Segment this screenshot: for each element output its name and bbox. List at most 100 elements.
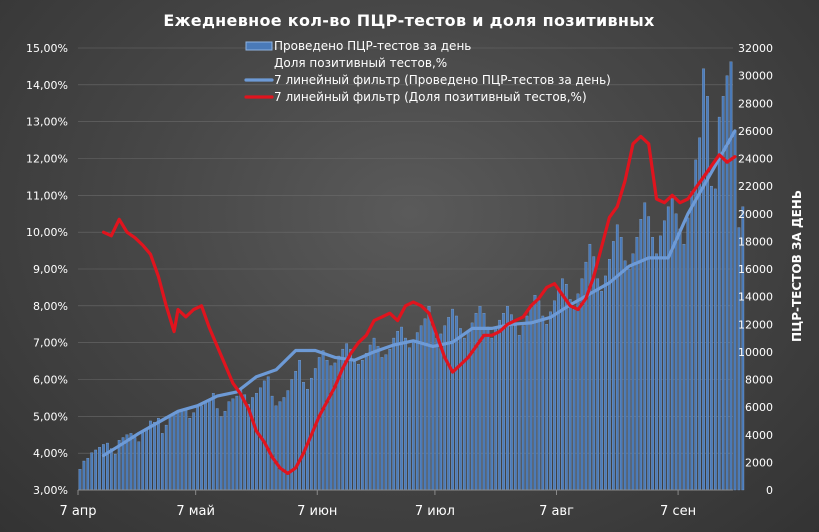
bar bbox=[506, 306, 509, 491]
bar bbox=[176, 411, 180, 491]
bar bbox=[482, 313, 486, 491]
bar bbox=[474, 313, 478, 491]
bar bbox=[192, 412, 196, 491]
bar bbox=[572, 308, 576, 491]
bar bbox=[666, 206, 670, 491]
y-right-tick-label: 4000 bbox=[745, 429, 773, 442]
x-tick-label: 7 июл bbox=[415, 504, 455, 519]
bar bbox=[627, 268, 631, 491]
bar bbox=[94, 449, 98, 491]
bar bbox=[451, 308, 454, 491]
y-right-tick-label: 22000 bbox=[738, 180, 773, 193]
bar bbox=[133, 437, 137, 491]
bar bbox=[86, 458, 90, 491]
bar bbox=[408, 347, 411, 491]
bar bbox=[455, 315, 458, 491]
bar bbox=[372, 337, 376, 491]
bar bbox=[364, 353, 368, 491]
chart-title: Ежедневное кол-во ПЦР-тестов и доля пози… bbox=[163, 11, 655, 30]
y-left-tick-label: 13,00% bbox=[26, 116, 68, 129]
bar bbox=[549, 311, 552, 491]
bar bbox=[553, 300, 556, 491]
x-tick-label: 7 июн bbox=[297, 504, 337, 519]
y-right-tick-label: 20000 bbox=[738, 208, 773, 221]
bar bbox=[368, 344, 372, 491]
bar bbox=[682, 243, 686, 491]
bar bbox=[376, 346, 380, 491]
bar bbox=[113, 453, 117, 491]
bar bbox=[137, 441, 141, 491]
bar bbox=[298, 360, 301, 491]
y-right-tick-label: 8000 bbox=[745, 374, 773, 387]
x-axis: 7 апр 7 май 7 июн 7 июл 7 авг 7 сен bbox=[59, 489, 733, 519]
y-left-tick-label: 10,00% bbox=[26, 226, 68, 239]
bar bbox=[662, 220, 666, 491]
positivity-filter-line bbox=[101, 134, 737, 475]
bar bbox=[713, 188, 717, 491]
bar bbox=[180, 409, 184, 491]
bar bbox=[227, 401, 231, 491]
bar bbox=[486, 326, 490, 491]
bar bbox=[494, 328, 498, 491]
bar bbox=[674, 213, 678, 491]
bar bbox=[129, 433, 133, 491]
bar bbox=[215, 408, 219, 491]
bar bbox=[659, 235, 662, 491]
y-right-tick-label: 32000 bbox=[738, 42, 773, 55]
bar bbox=[384, 354, 388, 491]
tests-filter-line bbox=[101, 129, 737, 458]
bar bbox=[157, 418, 160, 491]
bar bbox=[729, 61, 733, 491]
bar bbox=[564, 284, 568, 491]
bar bbox=[537, 300, 541, 491]
y-axis-right-label: ПЦР-ТЕСТОВ ЗА ДЕНЬ bbox=[790, 190, 804, 342]
bar bbox=[188, 418, 192, 491]
bar bbox=[251, 397, 254, 491]
bar bbox=[82, 460, 86, 491]
bar bbox=[247, 404, 250, 491]
bar bbox=[557, 289, 560, 491]
line-series bbox=[101, 129, 737, 475]
bar bbox=[541, 315, 545, 491]
bar bbox=[725, 75, 729, 491]
legend-entry-label: 7 линейный фильтр (Проведено ПЦР-тестов … bbox=[274, 73, 611, 87]
bar bbox=[360, 360, 364, 491]
bar bbox=[278, 401, 282, 491]
y-left-tick-label: 14,00% bbox=[26, 79, 68, 92]
y-axis-left: 3,00% 4,00% 5,00% 6,00% 7,00% 8,00% 9,00% 10,00… bbox=[26, 42, 68, 497]
bar bbox=[172, 413, 176, 491]
bar bbox=[164, 424, 168, 491]
bar bbox=[380, 357, 384, 491]
bar bbox=[529, 304, 533, 491]
bar bbox=[321, 350, 325, 491]
y-left-tick-label: 4,00% bbox=[33, 447, 68, 460]
bar bbox=[235, 395, 239, 491]
bar bbox=[431, 324, 435, 491]
bar bbox=[678, 228, 682, 491]
bar bbox=[102, 444, 105, 491]
y-right-tick-label: 26000 bbox=[738, 125, 773, 138]
bar bbox=[329, 365, 333, 491]
bar bbox=[608, 259, 611, 491]
y-right-tick-label: 2000 bbox=[745, 456, 773, 469]
bar bbox=[404, 337, 407, 491]
bar bbox=[545, 324, 549, 491]
y-right-tick-label: 6000 bbox=[745, 401, 773, 414]
y-left-tick-label: 15,00% bbox=[26, 42, 68, 55]
y-left-tick-label: 9,00% bbox=[33, 263, 68, 276]
bar bbox=[168, 416, 172, 491]
bar bbox=[710, 185, 713, 491]
y-left-tick-label: 7,00% bbox=[33, 337, 68, 350]
bar bbox=[231, 398, 235, 491]
bar bbox=[255, 393, 258, 491]
x-tick-label: 7 сен bbox=[660, 504, 696, 519]
bar bbox=[388, 348, 392, 491]
bar bbox=[325, 360, 329, 491]
bar bbox=[694, 159, 698, 491]
y-right-tick-label: 18000 bbox=[738, 235, 773, 248]
x-tick-label: 7 авг bbox=[539, 504, 574, 519]
bar bbox=[262, 380, 266, 491]
bar bbox=[604, 275, 607, 491]
y-right-tick-label: 28000 bbox=[738, 97, 773, 110]
